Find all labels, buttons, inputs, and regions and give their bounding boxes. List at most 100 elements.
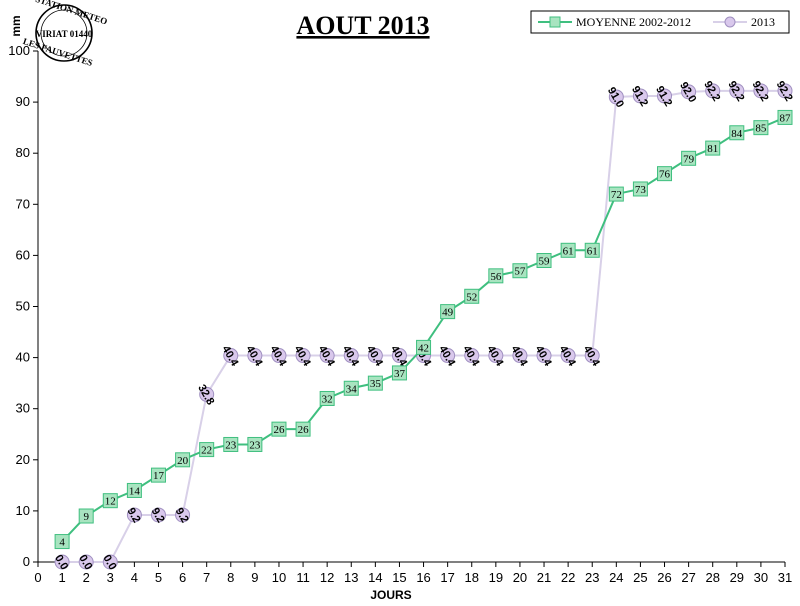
y-tick-label: 70 <box>16 196 30 211</box>
series-average-point <box>632 181 648 197</box>
series-2013-point <box>295 348 311 364</box>
series-average-data-label: 84 <box>731 128 743 140</box>
series-average-data-label: 79 <box>683 153 695 165</box>
series-average-point <box>199 442 215 458</box>
series-2013-point <box>319 348 335 364</box>
series-2013-point <box>126 507 142 523</box>
series-2013-point <box>560 348 576 364</box>
series-average-point <box>777 109 793 125</box>
series-2013-point <box>464 348 480 364</box>
series-average-data-label: 37 <box>394 368 406 380</box>
series-2013-point <box>512 348 528 364</box>
series-average-point <box>78 508 94 524</box>
series-average-data-label: 9 <box>83 511 89 523</box>
chart-title: AOUT 2013 <box>296 11 429 40</box>
series-average-data-label: 76 <box>659 169 671 181</box>
series-2013-point <box>681 84 697 100</box>
series-average-point <box>367 375 383 391</box>
series-average-point <box>126 482 142 498</box>
series-average-point <box>729 125 745 141</box>
x-tick-label: 4 <box>131 570 138 585</box>
series-average-point <box>608 186 624 202</box>
series-2013-data-label: 9.2 <box>125 506 143 525</box>
x-tick-label: 12 <box>320 570 334 585</box>
series-average-point <box>175 452 191 468</box>
series-average-data-label: 12 <box>105 496 116 508</box>
series-average-point <box>295 421 311 437</box>
logo-line3: LES FAUVETTES <box>22 36 94 68</box>
x-tick-label: 11 <box>296 570 310 585</box>
x-tick-label: 17 <box>440 570 454 585</box>
series-2013-point <box>391 348 407 364</box>
series-average-point <box>343 380 359 396</box>
series-2013-point <box>705 83 721 99</box>
series-average-point <box>681 150 697 166</box>
series-average-point <box>657 166 673 182</box>
y-tick-label: 50 <box>16 299 30 314</box>
series-2013-point <box>753 83 769 99</box>
series-average-point <box>488 268 504 284</box>
x-tick-label: 29 <box>730 570 744 585</box>
y-tick-label: 90 <box>16 94 30 109</box>
series-average-point <box>753 120 769 136</box>
x-tick-label: 5 <box>155 570 162 585</box>
series-average-point <box>391 365 407 381</box>
series-average-point <box>150 467 166 483</box>
series-2013-point <box>102 554 118 570</box>
series-2013-point <box>223 348 239 364</box>
series-average-point <box>271 421 287 437</box>
series-average-data-label: 26 <box>298 424 310 436</box>
series-average-data-label: 20 <box>177 455 189 467</box>
station-logo: STATION METEO VIRIAT 01440 LES FAUVETTES <box>22 0 109 68</box>
series-average-data-label: 14 <box>129 485 141 497</box>
y-tick-label: 80 <box>16 145 30 160</box>
series-2013-data-label: 0.0 <box>100 553 118 572</box>
x-tick-label: 20 <box>513 570 527 585</box>
series-2013-point <box>247 348 263 364</box>
x-tick-label: 2 <box>83 570 90 585</box>
x-tick-label: 7 <box>203 570 210 585</box>
series-2013-data-label: 9.2 <box>149 506 167 525</box>
series-average-point <box>705 140 721 156</box>
series-2013-point <box>440 348 456 364</box>
logo-line1: STATION METEO <box>34 0 108 27</box>
series-average-data-label: 61 <box>563 245 574 257</box>
series-average-data-label: 23 <box>249 439 261 451</box>
series-average-data-label: 61 <box>587 245 598 257</box>
x-tick-label: 21 <box>537 570 551 585</box>
series-2013-point <box>271 348 287 364</box>
series-2013-point <box>729 83 745 99</box>
x-tick-label: 8 <box>227 570 234 585</box>
series-average-data-label: 49 <box>442 307 454 319</box>
x-tick-label: 23 <box>585 570 599 585</box>
series-average-data-label: 87 <box>780 112 792 124</box>
legend: MOYENNE 2002-2012 2013 <box>530 10 790 34</box>
y-tick-label: 100 <box>8 43 30 58</box>
series-2013-point <box>488 348 504 364</box>
x-tick-label: 3 <box>107 570 114 585</box>
x-tick-label: 19 <box>489 570 503 585</box>
series-average-data-label: 73 <box>635 184 647 196</box>
logo-line2: VIRIAT 01440 <box>36 29 93 39</box>
x-tick-label: 26 <box>657 570 671 585</box>
series-average-data-label: 26 <box>273 424 285 436</box>
series-average-point <box>54 534 70 550</box>
series-average-point <box>247 436 263 452</box>
x-tick-label: 28 <box>705 570 719 585</box>
series-2013-point <box>608 89 624 105</box>
x-tick-label: 22 <box>561 570 575 585</box>
series-2013-point <box>343 348 359 364</box>
legend-label-average: MOYENNE 2002-2012 <box>576 15 691 29</box>
series-2013-point <box>150 507 166 523</box>
series-average-data-label: 22 <box>201 445 212 457</box>
series-average-point <box>464 288 480 304</box>
series-2013-point <box>657 88 673 104</box>
series-average-data-label: 23 <box>225 439 237 451</box>
x-tick-label: 1 <box>58 570 65 585</box>
series-average-point <box>102 493 118 509</box>
y-tick-label: 0 <box>23 554 30 569</box>
series-2013-point <box>584 348 600 364</box>
series-average-line <box>61 116 786 543</box>
